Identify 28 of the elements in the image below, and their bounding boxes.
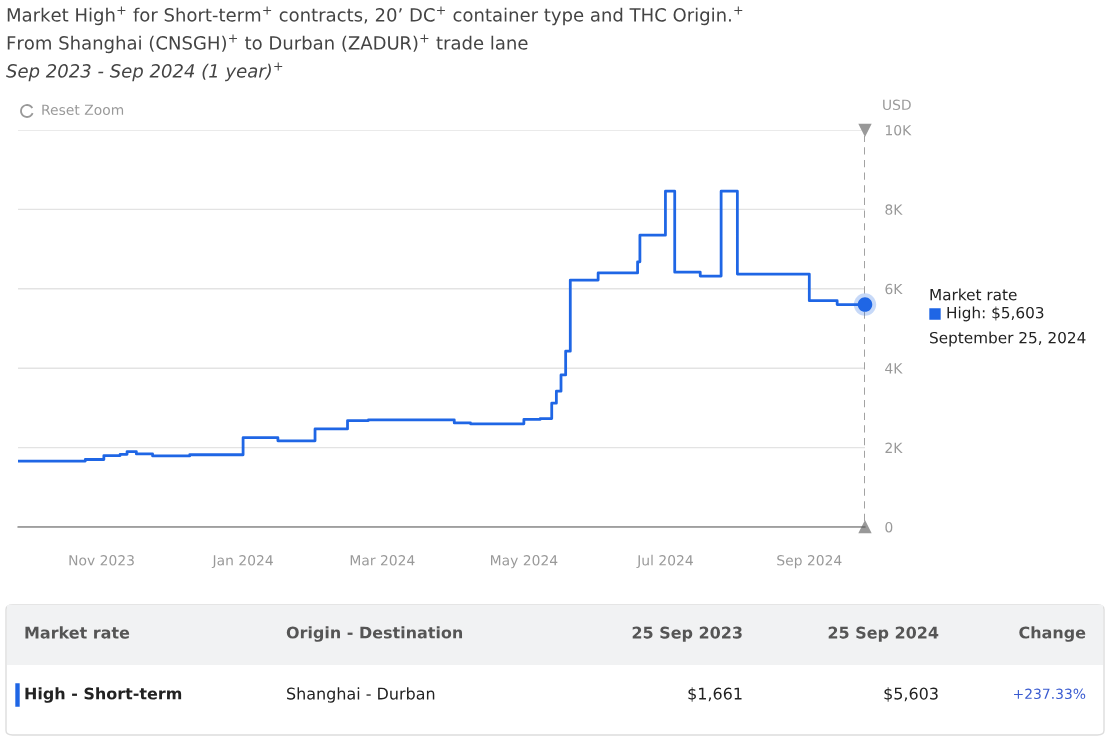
text: Market rate	[25, 626, 130, 639]
x-tick-label: Jul 2024	[636, 554, 693, 569]
text: $1,661	[688, 687, 742, 702]
text: Sep 2023 - Sep 2024 (1 year)$^{+}$	[6, 62, 283, 82]
text: 25 Sep 2023	[632, 626, 742, 642]
chart-subtitle: From Shanghai (CNSGH)$^{+}$ to Durban (ZADUR)$^{+}$ trade lane	[7, 34, 528, 54]
y-axis-title: USD	[883, 99, 911, 111]
x-tick-label: Mar 2024	[350, 555, 415, 566]
x-tick-label: Sep 2024	[777, 555, 842, 569]
y-tick-label: 2K	[885, 442, 903, 453]
text: Reset Zoom	[42, 104, 124, 116]
x-tick-label: Nov 2023	[69, 555, 134, 566]
text: $5,603	[884, 687, 938, 702]
x-tick-label: Jan 2024	[211, 555, 273, 569]
x-tick-label: May 2024	[491, 555, 558, 569]
text: Change	[1019, 626, 1086, 642]
y-tick-label: 10K	[885, 124, 912, 136]
y-tick-label: 0	[885, 521, 893, 533]
text: Market rate High: $5,603 September 25, 2024	[930, 288, 1086, 347]
y-tick-label: 4K	[885, 363, 903, 374]
text: 25 Sep 2024	[828, 626, 939, 642]
chart-title: Market High$^{+}$ for Short-term$^{+}$ contracts, 20’ DC$^{+}$ container type and THC Origin.$^{+}$	[7, 6, 743, 26]
y-tick-label: 8K	[885, 204, 903, 215]
text: Origin - Destination	[286, 626, 463, 642]
text: Shanghai - Durban	[287, 687, 435, 703]
y-tick-label: 6K	[885, 283, 903, 295]
text: +237.33%	[1014, 688, 1086, 700]
text: High - Short-term	[25, 687, 182, 703]
